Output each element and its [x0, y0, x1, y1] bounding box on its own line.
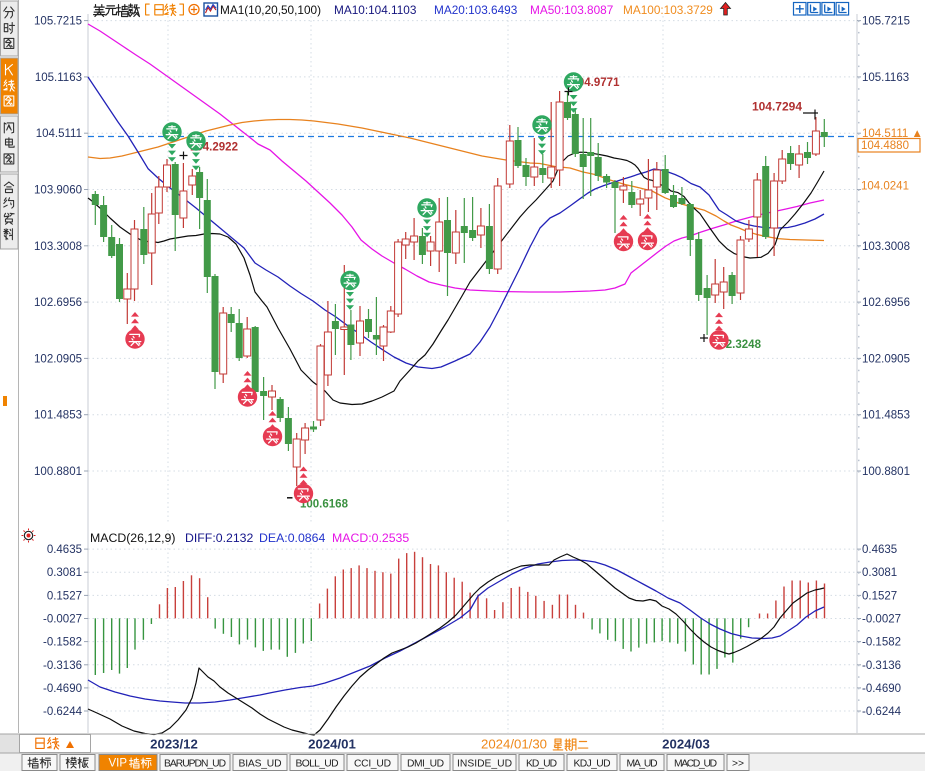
svg-text:-0.3136: -0.3136: [862, 660, 901, 672]
svg-text:BARUPDN_UD: BARUPDN_UD: [164, 759, 226, 770]
svg-text:-0.1582: -0.1582: [43, 637, 82, 649]
svg-text:105.1163: 105.1163: [35, 72, 82, 84]
svg-text:INSIDE_UD: INSIDE_UD: [457, 759, 512, 770]
svg-text:102.6956: 102.6956: [34, 297, 82, 309]
svg-text:MACD_UD: MACD_UD: [674, 759, 717, 770]
svg-text:-0.0027: -0.0027: [862, 614, 901, 626]
svg-text:100.8801: 100.8801: [862, 466, 910, 478]
svg-text:MA1(10,20,50,100): MA1(10,20,50,100): [220, 3, 321, 17]
svg-text:104.5111: 104.5111: [36, 128, 82, 140]
svg-text:MA100:103.3729: MA100:103.3729: [623, 3, 713, 17]
svg-text:CCI_UD: CCI_UD: [354, 759, 391, 770]
svg-text:MA20:103.6493: MA20:103.6493: [434, 3, 518, 17]
svg-text:VIP: VIP: [108, 758, 127, 770]
svg-text:101.4853: 101.4853: [34, 410, 82, 422]
svg-text:-0.0027: -0.0027: [43, 614, 82, 626]
svg-text:0.4635: 0.4635: [862, 544, 897, 556]
svg-text:0.4635: 0.4635: [47, 544, 82, 556]
svg-text:104.7294: 104.7294: [752, 100, 802, 114]
svg-text:MA10:104.1103: MA10:104.1103: [334, 3, 417, 17]
svg-text:MACD(26,12,9): MACD(26,12,9): [90, 531, 175, 545]
svg-text:103.9060: 103.9060: [34, 185, 82, 197]
svg-text:104.4880: 104.4880: [861, 140, 909, 152]
svg-text:104.0241: 104.0241: [861, 181, 909, 193]
svg-text:-0.4690: -0.4690: [862, 683, 901, 695]
svg-text:BIAS_UD: BIAS_UD: [239, 759, 282, 770]
svg-text:-0.6244: -0.6244: [862, 706, 902, 718]
svg-text:2024/01/30: 2024/01/30: [481, 737, 547, 752]
svg-text:100.8801: 100.8801: [34, 466, 82, 478]
svg-text:105.1163: 105.1163: [862, 72, 909, 84]
svg-text:102.0905: 102.0905: [34, 353, 82, 365]
svg-text:2023/12: 2023/12: [150, 737, 198, 752]
svg-text:0.1527: 0.1527: [862, 590, 897, 602]
svg-text:0.1527: 0.1527: [47, 590, 82, 602]
svg-text:KDJ_UD: KDJ_UD: [574, 759, 611, 770]
svg-text:BOLL_UD: BOLL_UD: [296, 759, 339, 770]
svg-text:MA_UD: MA_UD: [627, 759, 658, 770]
svg-text:102.0905: 102.0905: [862, 353, 910, 365]
svg-text:KD_UD: KD_UD: [526, 759, 557, 770]
svg-text:-0.6244: -0.6244: [43, 706, 83, 718]
svg-text:-0.1582: -0.1582: [862, 637, 901, 649]
svg-text:103.3008: 103.3008: [34, 241, 82, 253]
svg-text:104.5111 ▲: 104.5111 ▲: [862, 128, 923, 140]
svg-text:103.3008: 103.3008: [862, 241, 910, 253]
svg-text:105.7215: 105.7215: [34, 16, 82, 28]
svg-text:DEA:0.0864: DEA:0.0864: [259, 531, 325, 545]
svg-text:2024/03: 2024/03: [662, 737, 710, 752]
svg-text:MACD:0.2535: MACD:0.2535: [332, 531, 409, 545]
svg-text:DMI_UD: DMI_UD: [407, 759, 444, 770]
svg-text:0.3081: 0.3081: [862, 567, 897, 579]
svg-text:MA50:103.8087: MA50:103.8087: [530, 3, 613, 17]
svg-text:0.3081: 0.3081: [47, 567, 82, 579]
svg-text:105.7215: 105.7215: [862, 16, 910, 28]
svg-text:102.6956: 102.6956: [862, 297, 910, 309]
svg-text:104.9771: 104.9771: [572, 77, 621, 89]
svg-text:-0.4690: -0.4690: [43, 683, 82, 695]
svg-text:DIFF:0.2132: DIFF:0.2132: [185, 531, 254, 545]
svg-text:2024/01: 2024/01: [308, 737, 356, 752]
svg-text:101.4853: 101.4853: [862, 410, 910, 422]
svg-text:100.6168: 100.6168: [300, 499, 349, 511]
svg-text:>>: >>: [732, 759, 744, 770]
svg-text:-0.3136: -0.3136: [43, 660, 82, 672]
